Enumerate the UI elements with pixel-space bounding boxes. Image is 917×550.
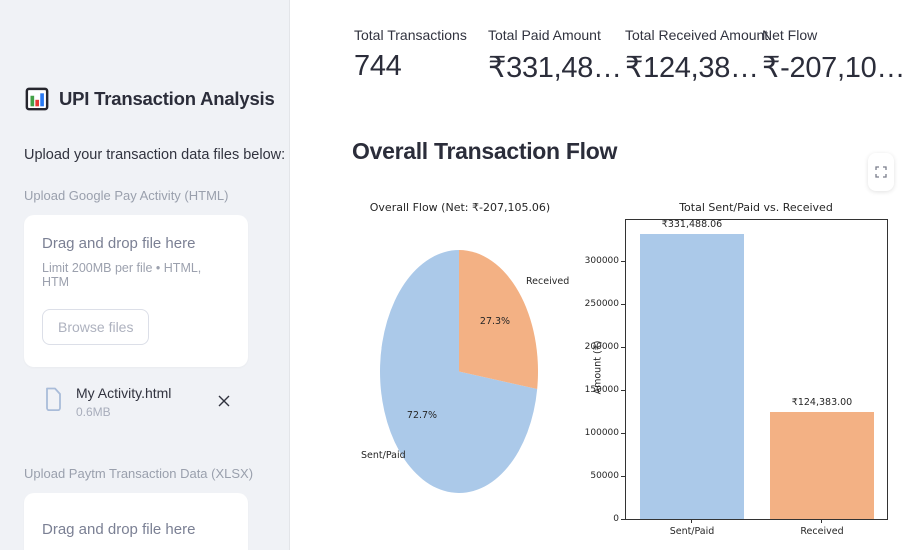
sidebar-title-row: UPI Transaction Analysis: [24, 86, 275, 112]
file-size: 0.6MB: [76, 405, 111, 419]
metric-label: Total Received Amount: [625, 27, 769, 43]
pie-label-sent: Sent/Paid: [361, 450, 406, 461]
main-content: Total Transactions 744 Total Paid Amount…: [290, 0, 917, 550]
metric-label: Net Flow: [762, 27, 818, 43]
metric-total-received: Total Received Amount ₹124,38…: [625, 27, 768, 85]
bar-plot-area: ₹331,488.06 ₹124,383.00 Sent/Paid Receiv…: [585, 219, 888, 537]
sidebar-intro: Upload your transaction data files below…: [24, 147, 286, 163]
pie-chart: [380, 250, 538, 493]
bar-sent-paid: [640, 234, 744, 519]
pie-pct-received: 27.3%: [479, 316, 511, 327]
pie-label-received: Received: [526, 276, 570, 287]
bar-value-label: ₹331,488.06: [661, 219, 723, 231]
sidebar: UPI Transaction Analysis Upload your tra…: [0, 0, 290, 550]
pie-pct-sent: 72.7%: [406, 410, 438, 421]
metric-value: ₹331,48…: [488, 52, 622, 84]
bar-received: [770, 412, 874, 519]
metric-total-transactions: Total Transactions 744: [354, 27, 467, 83]
metric-label: Total Paid Amount: [488, 27, 601, 43]
uploader-gpay-label: Upload Google Pay Activity (HTML): [24, 188, 229, 203]
paytm-dropzone[interactable]: Drag and drop file here: [24, 493, 248, 550]
pie-slice-sent-paid: [380, 250, 538, 493]
metric-net-flow: Net Flow ₹-207,10…: [762, 27, 905, 85]
dropzone-instructions: Drag and drop file here: [42, 235, 196, 252]
uploader-paytm-label: Upload Paytm Transaction Data (XLSX): [24, 466, 254, 481]
fullscreen-icon: [875, 166, 887, 178]
bar-chart-title: Total Sent/Paid vs. Received: [679, 201, 833, 214]
pie-slice-received: [459, 250, 538, 389]
pie-chart-title: Overall Flow (Net: ₹-207,105.06): [369, 201, 551, 214]
metric-value: 744: [354, 50, 402, 82]
x-tick-mark: [691, 519, 692, 523]
metric-total-paid: Total Paid Amount ₹331,48…: [488, 27, 622, 85]
section-title: Overall Transaction Flow: [352, 138, 618, 164]
browse-files-button[interactable]: Browse files: [42, 309, 150, 345]
bar-value-label: ₹124,383.00: [791, 397, 853, 409]
metric-label: Total Transactions: [354, 27, 467, 43]
file-name: My Activity.html: [76, 385, 172, 401]
uploaded-file-row: My Activity.html 0.6MB: [24, 380, 248, 426]
metric-value: ₹124,38…: [625, 52, 759, 84]
metric-value: ₹-207,10…: [762, 52, 906, 84]
app-title: UPI Transaction Analysis: [59, 88, 275, 109]
x-tick-mark: [821, 519, 822, 523]
x-tick-label: Sent/Paid: [669, 526, 715, 537]
x-tick-label: Received: [800, 526, 844, 537]
remove-file-button[interactable]: [214, 392, 234, 412]
y-axis-label: Amount (₹): [592, 340, 604, 395]
gpay-dropzone[interactable]: Drag and drop file here Limit 200MB per …: [24, 215, 248, 367]
document-icon: [44, 387, 62, 416]
close-icon: [218, 395, 230, 406]
dropzone-instructions: Drag and drop file here: [42, 521, 196, 538]
fullscreen-button[interactable]: [868, 153, 894, 191]
dropzone-limit: Limit 200MB per file • HTML, HTM: [42, 261, 202, 289]
bar-chart-icon: [24, 86, 50, 112]
